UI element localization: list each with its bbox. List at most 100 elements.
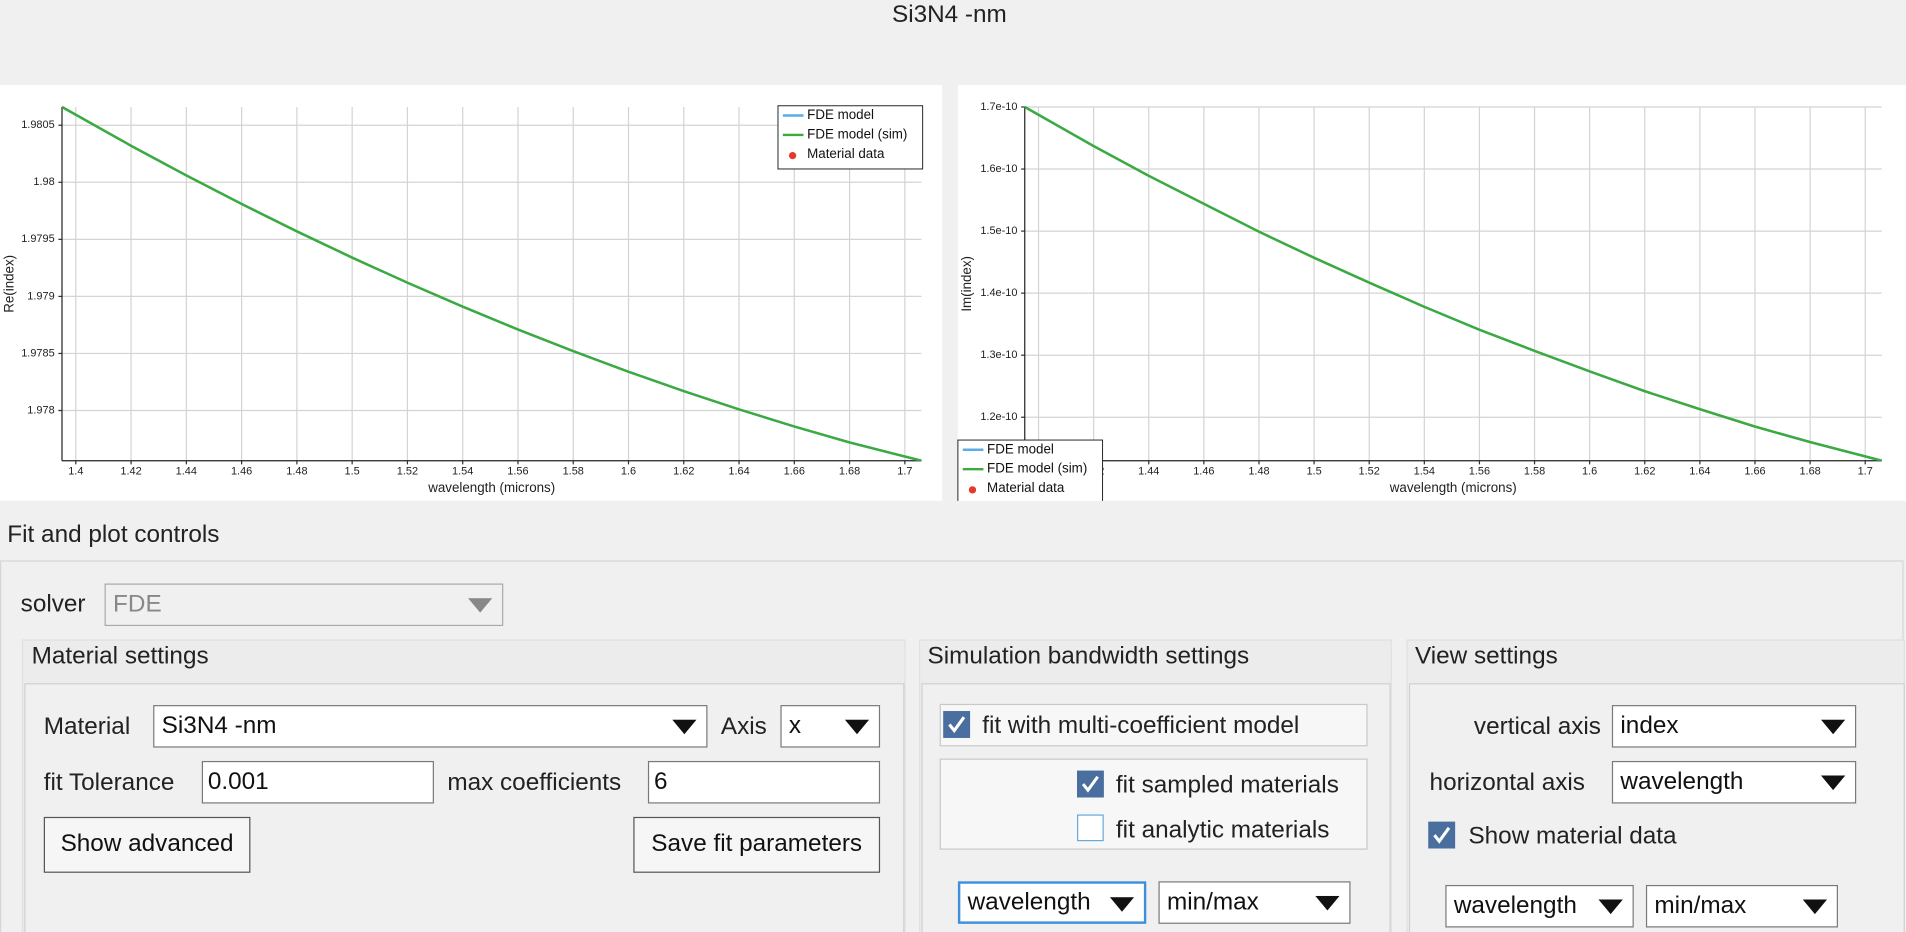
checkbox-label: fit analytic materials	[1115, 816, 1330, 844]
check-mark	[948, 716, 966, 734]
checkbox[interactable]	[1428, 821, 1456, 849]
label: Material	[43, 713, 131, 741]
checkbox-row	[939, 703, 1368, 747]
x-tick-label: 1.7	[1858, 466, 1873, 478]
tolerance-input[interactable]: 0.001	[201, 760, 434, 804]
charts-area: Si3N4 -nm 1.978 1.9785 1.979 1.9795 1.98 1.98…	[0, 1, 1906, 501]
value: wavelength	[1453, 892, 1577, 919]
legend-label: FDE model	[807, 107, 874, 122]
x-axis-label: wavelength (microns)	[1389, 480, 1517, 495]
label: vertical axis	[1473, 713, 1601, 741]
checkbox[interactable]	[943, 711, 971, 738]
horizontal-axis-combo[interactable]: wavelength	[1611, 760, 1857, 804]
x-tick-label: 1.62	[1634, 466, 1655, 478]
x-tick-label: 1.56	[1469, 466, 1490, 478]
x-tick-label: 1.44	[176, 466, 197, 478]
y-tick-label: 1.7e-10	[980, 101, 1017, 113]
solver-label: solver	[20, 590, 86, 618]
value: min/max	[1654, 892, 1747, 919]
y-tick-label: 1.9795	[21, 233, 54, 245]
x-tick-label: 1.5	[1306, 466, 1321, 478]
y-tick-label: 1.9805	[21, 119, 54, 131]
x-tick-label: 1.64	[728, 466, 749, 478]
legend-label: FDE model (sim)	[987, 461, 1087, 476]
value: x	[788, 712, 802, 740]
panel-title: View settings	[1414, 643, 1558, 670]
x-tick-label: 1.62	[673, 466, 694, 478]
x-tick-label: 1.56	[507, 466, 528, 478]
y-tick-label: 1.4e-10	[980, 287, 1017, 299]
value: index	[1620, 712, 1679, 740]
chart: 1.2e-10 1.3e-10 1.4e-10 1.5e-10 1.6e-10 1.7e-…	[957, 101, 1883, 501]
show-advanced-button[interactable]: Show advanced	[43, 816, 251, 873]
checkbox-label: fit with multi-coefficient model	[982, 712, 1300, 740]
x-tick-label: 1.42	[120, 466, 141, 478]
panel-title: Material settings	[31, 643, 209, 670]
value: wavelength	[967, 888, 1091, 916]
chart: 1.978 1.9785 1.979 1.9795 1.98 1.9805 1.4 1.42 1…	[1, 105, 924, 495]
legend-swatch	[788, 151, 797, 160]
checkbox-group	[939, 758, 1368, 850]
x-tick-label: 1.68	[1799, 466, 1820, 478]
y-tick-label: 1.979	[27, 290, 54, 302]
material-combo[interactable]: Si3N4 -nm	[153, 705, 708, 748]
x-tick-label: 1.66	[784, 466, 805, 478]
x-tick-label: 1.58	[563, 466, 584, 478]
window-title: Si3N4 -nm	[892, 1, 1007, 28]
range-mode-combo[interactable]: min/max	[1645, 884, 1838, 928]
x-tick-label: 1.54	[1414, 466, 1435, 478]
solver-combo[interactable]: FDE	[104, 583, 504, 627]
x-tick-label: 1.68	[839, 466, 860, 478]
x-tick-label: 1.6	[621, 466, 636, 478]
y-tick-label: 1.3e-10	[980, 349, 1017, 361]
arrow	[468, 598, 493, 613]
x-tick-label: 1.4	[68, 466, 83, 478]
range-variable-combo[interactable]: wavelength	[1445, 884, 1634, 928]
x-tick-label: 1.64	[1689, 466, 1710, 478]
x-tick-label: 1.52	[1359, 466, 1380, 478]
y-axis-label: Im(index)	[959, 256, 974, 312]
checkbox[interactable]	[1077, 770, 1104, 798]
legend-swatch	[968, 486, 977, 494]
y-tick-label: 1.6e-10	[980, 163, 1017, 175]
axis-combo[interactable]: x	[780, 705, 881, 748]
legend: FDE model FDE model (sim) Material data	[777, 105, 924, 170]
section-title: Fit and plot controls	[7, 521, 220, 549]
legend-label: Material data	[987, 480, 1065, 495]
x-axis-label: wavelength (microns)	[427, 480, 555, 495]
x-tick-label: 1.5	[345, 466, 360, 478]
arrow	[844, 719, 870, 735]
panel-title: Simulation bandwidth settings	[927, 643, 1250, 670]
checkbox[interactable]	[1077, 814, 1104, 842]
x-tick-label: 1.6	[1582, 466, 1597, 478]
value: min/max	[1166, 888, 1259, 916]
label: Axis	[720, 713, 767, 741]
y-tick-label: 1.2e-10	[980, 411, 1017, 423]
x-tick-label: 1.48	[286, 466, 307, 478]
check-mark	[1081, 775, 1099, 793]
arrow	[1109, 897, 1135, 912]
arrow	[1802, 899, 1828, 915]
coefficients-input[interactable]: 6	[647, 760, 881, 804]
arrow	[1820, 719, 1846, 735]
checkbox-label: Show material data	[1468, 822, 1677, 850]
series-line	[61, 105, 922, 461]
checkbox-label: fit sampled materials	[1115, 771, 1339, 799]
x-tick-label: 1.7	[897, 466, 912, 478]
vertical-axis-combo[interactable]: index	[1611, 705, 1857, 748]
check-mark	[1433, 826, 1451, 844]
save-fit-button[interactable]: Save fit parameters	[633, 816, 881, 873]
y-tick-label: 1.978	[27, 404, 54, 416]
x-tick-label: 1.52	[397, 466, 418, 478]
arrow	[1315, 895, 1340, 911]
value: wavelength	[1620, 768, 1744, 796]
arrow	[1820, 775, 1846, 791]
range-mode-combo[interactable]: min/max	[1158, 881, 1351, 924]
legend-label: Material data	[807, 146, 885, 161]
label: fit Tolerance	[43, 769, 175, 797]
plot-area	[1024, 105, 1883, 461]
range-variable-combo[interactable]: wavelength	[957, 881, 1147, 924]
arrow	[672, 719, 697, 735]
